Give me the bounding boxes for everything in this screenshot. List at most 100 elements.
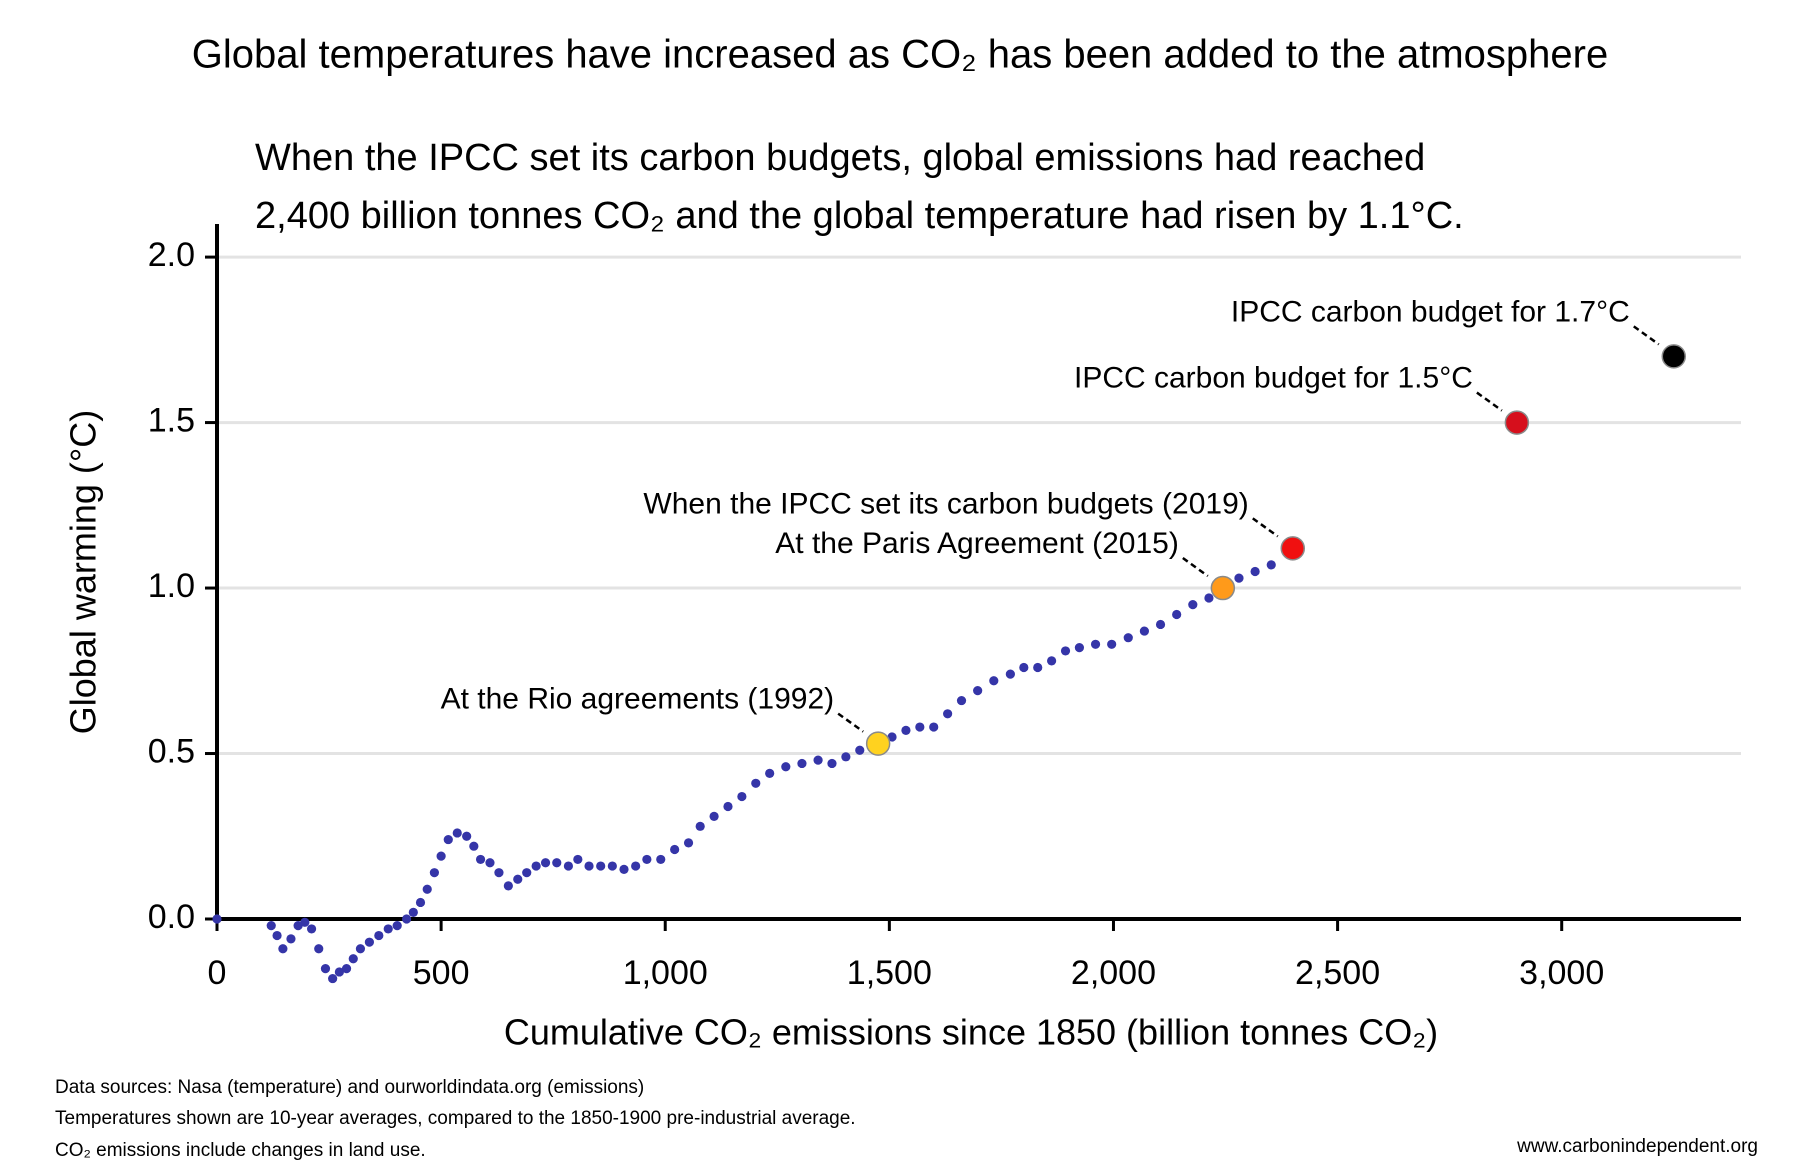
data-point: [314, 944, 324, 954]
annotation: When the IPCC set its carbon budgets (20…: [643, 487, 1248, 520]
annotation: IPCC carbon budget for 1.7°C: [1231, 295, 1630, 328]
highlight-point: [1210, 575, 1236, 601]
source-url: www.carbonindependent.org: [1516, 1136, 1758, 1157]
x-tick-label: 2,000: [1071, 954, 1156, 992]
data-point: [1266, 560, 1276, 570]
leader-line: [1476, 391, 1503, 412]
x-tick-label: 1,000: [623, 954, 708, 992]
data-point: [286, 934, 296, 944]
data-point: [278, 944, 288, 954]
x-tick-label: 1,500: [847, 954, 932, 992]
data-point: [563, 861, 574, 871]
data-point: [429, 868, 439, 878]
data-point: [513, 874, 523, 884]
note: CO₂ emissions include changes in land us…: [55, 1140, 426, 1161]
data-point: [392, 921, 402, 931]
annotation: At the Paris Agreement (2015): [775, 527, 1179, 560]
data-point: [827, 758, 837, 769]
data-point: [573, 854, 583, 865]
leader-line: [1182, 557, 1209, 578]
data-point: [402, 914, 412, 924]
data-point: [522, 868, 532, 878]
data-point: [443, 834, 453, 845]
data-point: [929, 722, 939, 732]
data-point: [943, 709, 953, 719]
highlight-point: [1661, 344, 1687, 369]
data-point: [1139, 626, 1149, 636]
leader-line: [1252, 517, 1279, 538]
data-point: [1107, 639, 1117, 649]
data-point: [1155, 619, 1166, 630]
data-point: [334, 967, 344, 977]
data-point: [584, 861, 594, 871]
data-point: [781, 762, 791, 772]
data-point: [813, 755, 823, 765]
data-point: [306, 924, 317, 934]
y-axis-label: Global warming (°C): [63, 410, 104, 734]
data-point: [383, 924, 393, 934]
data-point: [1019, 662, 1029, 673]
data-point: [956, 695, 967, 706]
data-point: [415, 897, 426, 908]
note: Temperatures shown are 10-year averages,…: [55, 1108, 856, 1129]
data-point: [1033, 662, 1043, 673]
data-point: [364, 937, 374, 947]
data-point: [494, 868, 504, 878]
data-point: [1047, 656, 1057, 666]
data-point: [1123, 633, 1133, 643]
data-point: [408, 907, 418, 917]
data-point: [656, 854, 666, 865]
data-point: [631, 861, 641, 871]
x-tick-label: 500: [413, 954, 470, 992]
data-point: [540, 858, 551, 868]
highlight-point: [1504, 410, 1530, 435]
data-point: [915, 722, 925, 732]
annotation: IPCC carbon budget for 1.5°C: [1074, 361, 1473, 394]
leader-line: [1633, 325, 1660, 346]
data-point: [469, 841, 479, 851]
data-point: [723, 801, 733, 812]
data-point: [1234, 573, 1244, 583]
data-point: [989, 676, 999, 686]
data-point: [485, 858, 495, 868]
data-point: [973, 686, 983, 696]
data-point: [1204, 593, 1214, 603]
y-tick-label: 2.0: [148, 236, 195, 274]
data-point: [737, 791, 747, 802]
data-point: [374, 930, 384, 941]
data-point: [1172, 609, 1182, 620]
data-point: [841, 752, 851, 762]
data-point: [751, 778, 761, 788]
x-axis-label: Cumulative CO₂ emissions since 1850 (bil…: [504, 1012, 1438, 1053]
data-point: [797, 758, 807, 769]
data-point: [683, 838, 694, 848]
y-tick-label: 0.5: [148, 733, 195, 771]
highlight-point: [1280, 536, 1306, 561]
data-point: [422, 884, 432, 894]
data-point: [475, 854, 486, 865]
data-point: [212, 914, 222, 924]
data-point: [607, 861, 617, 871]
data-point: [670, 844, 680, 855]
data-point: [462, 831, 472, 841]
data-point: [300, 917, 310, 927]
data-point: [1250, 566, 1260, 577]
data-point: [341, 964, 352, 974]
x-tick-label: 3,000: [1519, 954, 1604, 992]
data-point: [695, 821, 705, 831]
data-point: [855, 745, 865, 755]
data-point: [619, 864, 629, 874]
chart-subtitle: When the IPCC set its carbon budgets, gl…: [255, 137, 1425, 179]
data-point: [1074, 643, 1085, 653]
y-tick-label: 0.0: [148, 898, 195, 936]
data-point: [1090, 639, 1101, 649]
data-point: [503, 881, 513, 891]
x-tick-label: 2,500: [1295, 954, 1380, 992]
data-point: [642, 854, 652, 865]
note: Data sources: Nasa (temperature) and our…: [55, 1077, 644, 1098]
data-point: [1005, 669, 1015, 679]
y-tick-label: 1.0: [148, 567, 195, 605]
data-point: [1188, 599, 1198, 610]
